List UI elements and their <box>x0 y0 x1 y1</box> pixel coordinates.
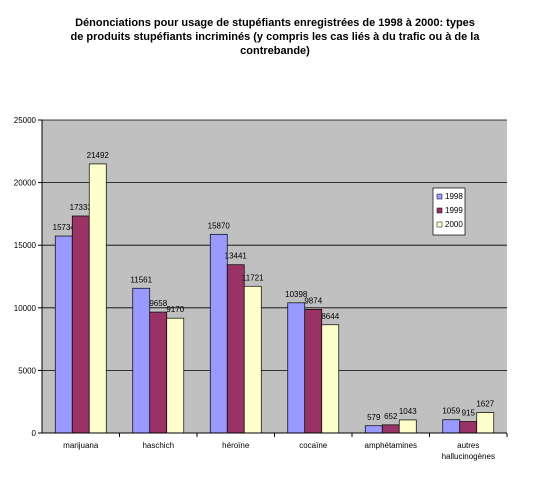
bar <box>476 412 495 434</box>
bar <box>321 324 340 434</box>
data-label: 1043 <box>399 407 417 416</box>
data-label: 9658 <box>149 299 167 308</box>
data-label: 9874 <box>304 296 322 305</box>
chart-title: Dénonciations pour usage de stupéfiants … <box>70 17 480 57</box>
legend-label: 1998 <box>445 192 463 201</box>
x-tick-label: haschich <box>142 441 175 450</box>
data-label: 9170 <box>166 305 184 314</box>
bar <box>442 419 461 434</box>
data-label: 652 <box>384 412 398 421</box>
legend-swatch <box>436 221 443 228</box>
data-label: 11721 <box>242 273 264 282</box>
bar <box>459 421 478 434</box>
x-tick-label: autres hallucinogènes <box>441 441 495 461</box>
bar <box>209 233 228 434</box>
x-tick-label: marijuana <box>63 441 99 450</box>
legend-label: 2000 <box>445 220 463 229</box>
data-label: 15734 <box>53 223 76 232</box>
data-label: 10398 <box>285 290 308 299</box>
bar <box>54 235 73 434</box>
legend-swatch <box>436 193 443 200</box>
data-label: 11561 <box>130 275 152 284</box>
data-label: 579 <box>367 413 381 422</box>
data-label: 1627 <box>476 400 494 409</box>
data-label: 8644 <box>321 312 339 321</box>
bar <box>364 425 383 434</box>
y-tick-label: 0 <box>32 429 37 438</box>
bar <box>398 419 417 434</box>
bar <box>132 287 151 434</box>
x-tick-label: cocaïne <box>299 441 328 450</box>
legend-swatch <box>436 207 443 214</box>
x-tick-label: amphétamines <box>364 441 417 450</box>
y-tick-label: 5000 <box>18 366 36 375</box>
bar <box>381 424 400 434</box>
bar <box>71 215 90 434</box>
bar <box>149 311 168 434</box>
y-tick-label: 20000 <box>14 179 37 188</box>
data-label: 17333 <box>70 203 93 212</box>
data-label: 915 <box>462 409 476 418</box>
y-tick-label: 10000 <box>14 304 37 313</box>
bar <box>287 302 306 434</box>
bar <box>166 317 185 434</box>
bar <box>226 264 245 434</box>
data-label: 13441 <box>225 252 248 261</box>
data-label: 21492 <box>87 151 110 160</box>
bar <box>304 309 323 434</box>
y-tick-label: 25000 <box>14 116 37 125</box>
plot-area <box>42 120 507 433</box>
bar <box>88 163 107 434</box>
legend-label: 1999 <box>445 206 463 215</box>
data-label: 15870 <box>208 221 231 230</box>
bar <box>243 285 262 434</box>
y-tick-label: 15000 <box>14 241 37 250</box>
x-tick-label: héroïne <box>222 441 250 450</box>
data-label: 1059 <box>442 407 460 416</box>
